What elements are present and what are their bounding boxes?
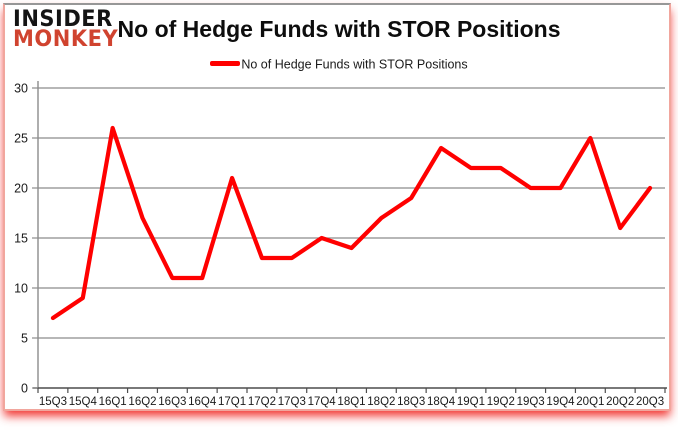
logo-text-insider: INSIDER [13, 5, 113, 32]
x-tick-label: 17Q3 [278, 396, 306, 408]
x-tick-label: 18Q2 [367, 396, 395, 408]
x-tick-label: 19Q4 [546, 396, 575, 408]
x-tick-label: 17Q4 [308, 396, 337, 408]
x-tick-label: 16Q4 [188, 396, 217, 408]
x-tick-label: 16Q3 [158, 396, 186, 408]
x-tick-label: 19Q3 [517, 396, 545, 408]
x-tick-label: 17Q1 [218, 396, 246, 408]
y-tick-label: 0 [21, 382, 28, 396]
x-tick-label: 20Q2 [606, 396, 634, 408]
series-line-0 [50, 125, 653, 321]
y-tick-label: 10 [14, 282, 28, 296]
x-tick-label: 18Q4 [427, 396, 456, 408]
chart-title: No of Hedge Funds with STOR Positions [117, 16, 561, 42]
x-tick-label: 20Q1 [576, 396, 604, 408]
x-tick-label: 19Q1 [457, 396, 485, 408]
x-tick-label: 16Q2 [128, 396, 156, 408]
x-tick-label: 17Q2 [248, 396, 276, 408]
y-tick-label: 5 [21, 332, 28, 346]
x-tick-label: 16Q1 [99, 396, 127, 408]
insider-monkey-logo: INSIDER MONKEY [13, 5, 119, 52]
x-tick-label: 19Q2 [487, 396, 515, 408]
y-tick-label: 15 [14, 232, 28, 246]
logo-text-monkey: MONKEY [13, 26, 119, 52]
x-tick-label: 18Q3 [397, 396, 425, 408]
legend-label: No of Hedge Funds with STOR Positions [241, 57, 468, 72]
chart-frame [3, 3, 671, 411]
y-tick-label: 20 [14, 182, 28, 196]
y-tick-label: 25 [14, 132, 28, 146]
x-tick-label: 15Q4 [69, 396, 98, 408]
chart-legend: No of Hedge Funds with STOR Positions [0, 57, 678, 72]
x-tick-label: 20Q3 [636, 396, 664, 408]
x-tick-label: 15Q3 [39, 396, 67, 408]
y-tick-label: 30 [14, 82, 28, 96]
legend-line-swatch [210, 61, 241, 67]
x-tick-label: 18Q1 [337, 396, 365, 408]
